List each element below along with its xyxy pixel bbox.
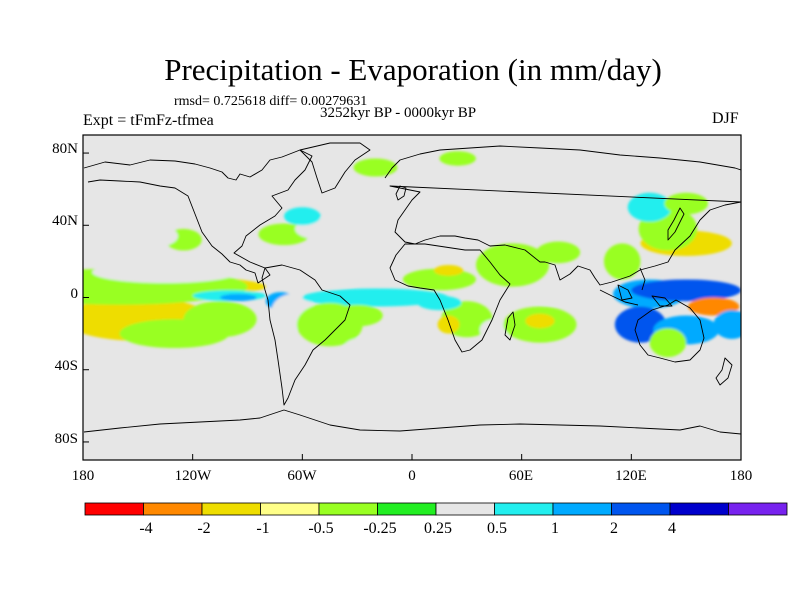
x-tick-label: 120W — [174, 468, 212, 484]
map-plot — [82, 134, 742, 461]
anomaly-patch — [631, 279, 741, 302]
anomaly-patch — [183, 301, 257, 338]
anomaly-patch — [433, 265, 464, 276]
colorbar-swatch — [669, 502, 729, 516]
colorbar-label: 0.5 — [487, 520, 507, 537]
colorbar-label: -1 — [256, 520, 270, 537]
anomaly-patch — [220, 293, 257, 302]
x-tick-label: 60W — [287, 468, 317, 484]
y-tick-label: 40S — [54, 358, 78, 374]
x-tick-label: 120E — [615, 468, 647, 484]
colorbar-swatch — [143, 502, 203, 516]
anomaly-patch — [614, 306, 667, 343]
anomaly-patch — [92, 261, 239, 284]
japan-coastline — [667, 207, 685, 241]
rmsd-diff-stats: rmsd= 0.725618 diff= 0.00279631 — [174, 94, 368, 109]
y-tick-label: 40N — [52, 213, 78, 229]
colorbar-swatch — [611, 502, 671, 516]
anomaly-patch — [627, 192, 672, 222]
colorbar-label: 2 — [610, 520, 618, 537]
colorbar — [84, 502, 788, 516]
colorbar-swatch — [377, 502, 437, 516]
colorbar-label: 0.25 — [424, 520, 452, 537]
season-label: DJF — [712, 110, 739, 127]
x-tick-label: 0 — [408, 468, 416, 484]
australia-coastline — [634, 299, 705, 363]
colorbar-swatch — [552, 502, 612, 516]
colorbar-swatch — [260, 502, 320, 516]
anomaly-patch — [525, 313, 555, 329]
anomaly-patch — [682, 373, 727, 395]
anomaly-fields — [83, 151, 741, 432]
anomaly-patch — [302, 288, 449, 307]
colorbar-label: -4 — [139, 520, 153, 537]
anomaly-patch — [664, 192, 709, 215]
anomaly-patch — [649, 328, 687, 358]
anomaly-patch — [539, 398, 595, 414]
anomaly-patch — [536, 241, 581, 264]
colorbar-swatch — [435, 502, 495, 516]
x-tick-label: 60E — [508, 468, 534, 484]
period-label: 3252kyr BP - 0000kyr BP — [320, 105, 477, 121]
colorbar-swatch — [728, 502, 788, 516]
maritime-continent-coastline — [599, 267, 673, 307]
anomaly-patch — [521, 290, 595, 305]
anomaly-patch — [134, 225, 179, 247]
anomaly-patch — [468, 360, 520, 379]
coastlines — [83, 142, 741, 435]
colorbar-swatch — [318, 502, 378, 516]
x-tick-label: 180 — [729, 468, 753, 484]
north-america-coastline — [83, 149, 313, 284]
colorbar-label: 4 — [668, 520, 676, 537]
colorbar-label: 1 — [551, 520, 559, 537]
new-zealand-coastline — [715, 357, 733, 386]
anomaly-patch — [713, 310, 741, 340]
colorbar-swatch — [84, 502, 144, 516]
anomaly-patch — [479, 319, 509, 341]
x-tick-label: 180 — [71, 468, 95, 484]
colorbar-label: -2 — [197, 520, 211, 537]
south-america-coastline — [261, 264, 351, 406]
anomaly-patch — [284, 207, 321, 226]
anomaly-patch — [183, 416, 239, 432]
colorbar-swatch — [494, 502, 554, 516]
anomaly-patch — [331, 304, 383, 327]
anomaly-patch — [417, 295, 462, 311]
colorbar-label: -0.25 — [363, 520, 397, 537]
anomaly-patch — [353, 158, 398, 177]
eurasia-coastline — [384, 145, 741, 286]
anomaly-patch — [344, 337, 389, 356]
axis-ticks — [82, 152, 742, 460]
greenland-coastline — [299, 142, 371, 194]
anomaly-patch — [437, 315, 460, 334]
uk-coastline — [395, 185, 407, 201]
anomaly-patch — [296, 270, 363, 289]
colorbar-label: -0.5 — [308, 520, 334, 537]
antarctica-coastline — [83, 409, 741, 435]
madagascar-coastline — [504, 311, 516, 341]
anomaly-patch — [439, 151, 476, 166]
experiment-label: Expt = tFmFz-tfmea — [83, 112, 214, 129]
colorbar-swatch — [201, 502, 261, 516]
y-tick-label: 80N — [52, 141, 78, 157]
y-tick-label: 80S — [54, 431, 78, 447]
anomaly-patch — [603, 243, 641, 280]
chart-title: Precipitation - Evaporation (in mm/day) — [164, 52, 662, 87]
africa-coastline — [389, 243, 511, 353]
y-tick-label: 0 — [70, 286, 79, 302]
